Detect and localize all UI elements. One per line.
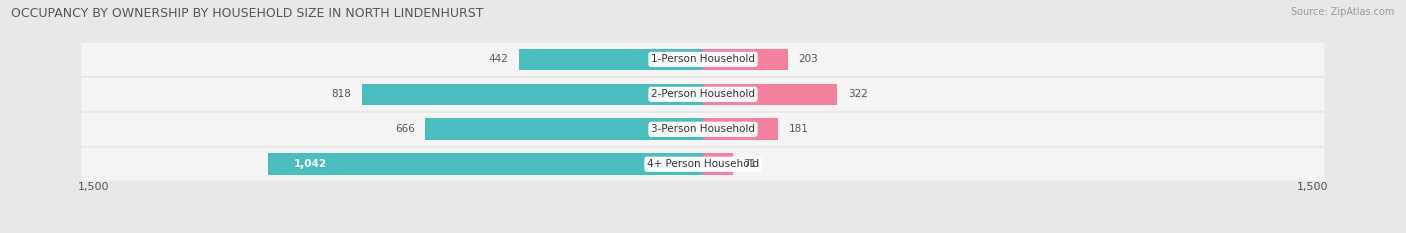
- FancyBboxPatch shape: [82, 113, 1324, 146]
- FancyBboxPatch shape: [82, 148, 1324, 181]
- Text: Source: ZipAtlas.com: Source: ZipAtlas.com: [1291, 7, 1395, 17]
- Text: 1,042: 1,042: [294, 159, 326, 169]
- Text: 2-Person Household: 2-Person Household: [651, 89, 755, 99]
- Text: 1,500: 1,500: [1298, 182, 1329, 192]
- Text: OCCUPANCY BY OWNERSHIP BY HOUSEHOLD SIZE IN NORTH LINDENHURST: OCCUPANCY BY OWNERSHIP BY HOUSEHOLD SIZE…: [11, 7, 484, 20]
- Text: 1-Person Household: 1-Person Household: [651, 55, 755, 64]
- Text: 666: 666: [395, 124, 415, 134]
- FancyBboxPatch shape: [82, 78, 1324, 111]
- Text: 181: 181: [789, 124, 808, 134]
- Bar: [425, 118, 703, 140]
- Bar: [703, 118, 779, 140]
- Text: 71: 71: [742, 159, 756, 169]
- Bar: [703, 84, 838, 105]
- Bar: [361, 84, 703, 105]
- Text: 442: 442: [488, 55, 508, 64]
- Text: 203: 203: [799, 55, 818, 64]
- FancyBboxPatch shape: [82, 43, 1324, 76]
- Bar: [703, 154, 733, 175]
- Text: 1,500: 1,500: [77, 182, 108, 192]
- Text: 818: 818: [332, 89, 352, 99]
- Bar: [269, 154, 703, 175]
- Text: 3-Person Household: 3-Person Household: [651, 124, 755, 134]
- Text: 322: 322: [848, 89, 868, 99]
- Bar: [703, 49, 787, 70]
- Text: 4+ Person Household: 4+ Person Household: [647, 159, 759, 169]
- Bar: [519, 49, 703, 70]
